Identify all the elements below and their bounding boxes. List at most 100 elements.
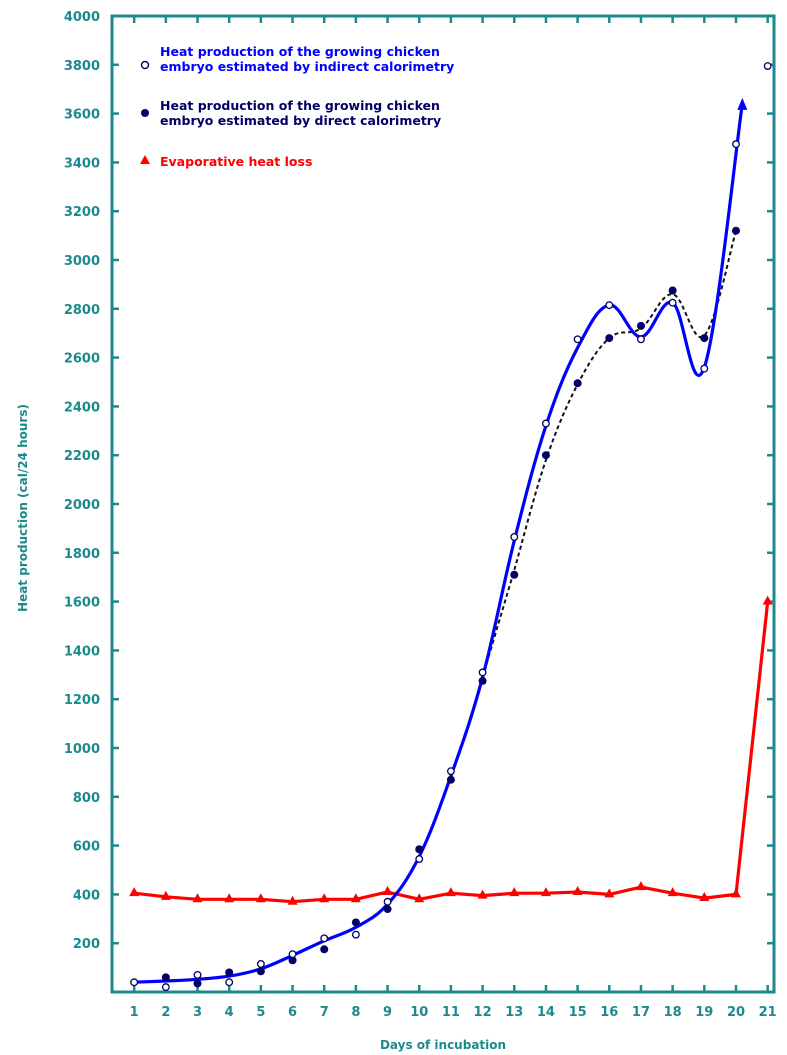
series-line-evaporative: [134, 601, 770, 904]
y-tick-label: 1000: [64, 742, 100, 757]
point-direct: [510, 570, 519, 579]
point-indirect: [573, 335, 582, 344]
point-indirect: [383, 897, 392, 906]
x-tick-label: 3: [193, 1005, 202, 1020]
ticks: 200 400 600 800 1000 1200 1400 1600 1800 2000 2200…: [64, 10, 777, 1020]
legend-label-indirect-line1: Heat production of the growing chicken: [160, 44, 440, 59]
point-indirect: [668, 298, 677, 307]
point-indirect: [510, 532, 519, 541]
x-tick-label: 1: [130, 1005, 139, 1020]
point-direct: [193, 979, 202, 988]
x-tick-label: 14: [537, 1005, 555, 1020]
x-tick-label: 8: [351, 1005, 360, 1020]
y-tick-label: 1600: [64, 596, 100, 611]
x-tick-label: 15: [569, 1005, 587, 1020]
point-evaporative: [477, 889, 488, 899]
y-tick-label: 400: [73, 888, 100, 903]
point-indirect: [256, 959, 265, 968]
point-direct: [320, 945, 329, 954]
series-arrow-indirect: [737, 97, 748, 110]
x-tick-label: 19: [695, 1005, 713, 1020]
point-direct: [225, 968, 234, 977]
legend-marker-evaporative: [140, 155, 150, 164]
point-direct: [161, 973, 170, 982]
point-indirect: [161, 983, 170, 992]
point-evaporative: [445, 887, 456, 897]
x-tick-label: 5: [256, 1005, 265, 1020]
point-evaporative: [255, 893, 266, 903]
point-indirect: [478, 668, 487, 677]
point-direct: [573, 379, 582, 388]
point-direct: [383, 905, 392, 914]
point-direct: [351, 918, 360, 927]
x-tick-label: 2: [161, 1005, 170, 1020]
point-evaporative: [635, 881, 646, 891]
y-tick-label: 3400: [64, 156, 100, 171]
legend-label-indirect-line2: embryo estimated by indirect calorimetry: [160, 59, 454, 74]
x-tick-label: 9: [383, 1005, 392, 1020]
y-tick-label: 3000: [64, 254, 100, 269]
series-line-direct: [481, 230, 737, 678]
point-evaporative: [572, 885, 583, 895]
point-direct: [731, 226, 740, 235]
point-evaporative: [730, 888, 741, 898]
x-tick-label: 13: [505, 1005, 523, 1020]
point-evaporative: [604, 888, 615, 898]
x-tick-label: 16: [600, 1005, 618, 1020]
y-tick-label: 3200: [64, 205, 100, 220]
point-evaporative: [224, 893, 235, 903]
x-tick-label: 11: [442, 1005, 460, 1020]
point-evaporative: [509, 887, 520, 897]
x-tick-label: 18: [664, 1005, 682, 1020]
point-direct: [478, 676, 487, 685]
point-evaporative: [699, 892, 710, 902]
y-tick-label: 3600: [64, 108, 100, 123]
point-indirect: [320, 934, 329, 943]
y-tick-label: 2200: [64, 449, 100, 464]
point-direct: [541, 451, 550, 460]
x-tick-label: 17: [632, 1005, 650, 1020]
point-evaporative: [762, 595, 773, 605]
x-tick-label: 6: [288, 1005, 297, 1020]
y-tick-label: 800: [73, 791, 100, 806]
x-tick-label: 12: [474, 1005, 492, 1020]
legend-label-evaporative: Evaporative heat loss: [160, 154, 312, 169]
y-axis-label: Heat production (cal/24 hours): [16, 404, 30, 612]
legend-marker-indirect: [140, 60, 150, 70]
x-axis-label: Days of incubation: [380, 1038, 506, 1052]
point-indirect: [605, 301, 614, 310]
y-tick-label: 1800: [64, 547, 100, 562]
y-tick-label: 3800: [64, 59, 100, 74]
point-direct: [668, 286, 677, 295]
point-evaporative: [667, 887, 678, 897]
y-tick-label: 1200: [64, 693, 100, 708]
point-direct: [636, 321, 645, 330]
point-indirect: [541, 419, 550, 428]
series-layer: [129, 62, 773, 992]
y-tick-label: 2800: [64, 303, 100, 318]
legend-marker-direct: [141, 109, 149, 117]
x-tick-label: 10: [410, 1005, 428, 1020]
point-indirect: [763, 62, 772, 70]
point-indirect: [446, 767, 455, 776]
y-tick-label: 1400: [64, 644, 100, 659]
x-tick-label: 4: [225, 1005, 234, 1020]
point-direct: [415, 845, 424, 854]
svg-text:Heat production of the growing: Heat production of the growing chicken em…: [160, 44, 454, 74]
y-tick-label: 2400: [64, 400, 100, 415]
point-evaporative: [350, 893, 361, 903]
y-tick-label: 2600: [64, 352, 100, 367]
point-direct: [446, 775, 455, 784]
point-evaporative: [414, 893, 425, 903]
y-tick-label: 4000: [64, 10, 100, 25]
point-indirect: [637, 335, 645, 344]
y-tick-label: 200: [73, 937, 100, 952]
x-tick-label: 20: [727, 1005, 745, 1020]
svg-text:Heat production of the growing: Heat production of the growing chicken em…: [160, 98, 441, 128]
point-indirect: [288, 950, 297, 959]
x-tick-label: 7: [320, 1005, 329, 1020]
point-direct: [256, 967, 265, 976]
y-tick-label: 600: [73, 840, 100, 855]
legend-label-direct-line2: embryo estimated by direct calorimetry: [160, 113, 441, 128]
